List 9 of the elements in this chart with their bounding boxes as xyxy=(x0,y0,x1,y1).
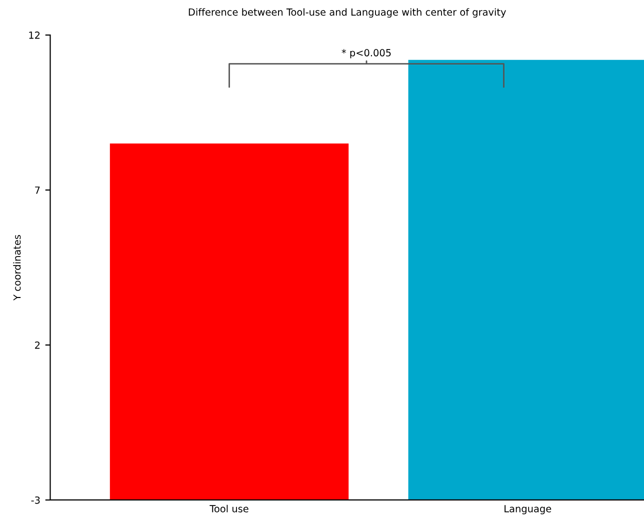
y-tick-label: 12 xyxy=(29,32,40,39)
x-tick-label: Language xyxy=(504,505,552,514)
x-tick-label: Tool use xyxy=(210,504,248,512)
y-axis-title: Y coordinates xyxy=(13,235,21,301)
chart-title: Difference between Tool-use and Language with center of gravity xyxy=(188,8,506,18)
annotation: * p<0.005 xyxy=(342,49,391,58)
y-tick-label: 7 xyxy=(35,186,40,194)
y-tick-label: 2 xyxy=(35,341,40,349)
y-tick-label: -3 xyxy=(31,496,40,504)
